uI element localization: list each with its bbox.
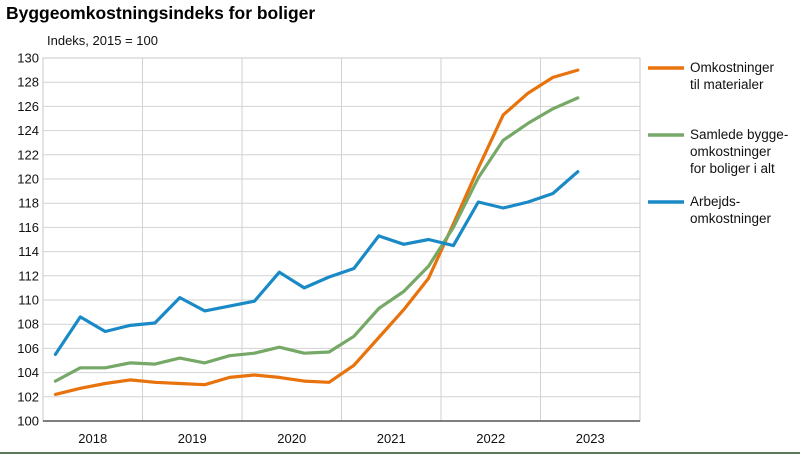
axis-layer: 100 102 104 106 108 110 112 114 116 118 120 122 124 1… [17, 51, 640, 446]
legend-label: Samlede bygge- [690, 127, 788, 142]
legend-label: til materialer [690, 77, 764, 92]
y-tick-label: 126 [17, 99, 39, 114]
x-tick-label: 2023 [576, 431, 605, 446]
y-tick-label: 122 [17, 147, 39, 162]
x-tick-label: 2019 [178, 431, 207, 446]
y-tick-label: 124 [17, 123, 39, 138]
y-tick-label: 112 [18, 268, 39, 283]
grid-layer [42, 57, 641, 422]
chart-title: Byggeomkostningsindeks for boliger [6, 3, 316, 23]
series-layer [53, 68, 580, 396]
legend-label: omkostninger [690, 211, 772, 226]
bottom-divider [0, 452, 800, 454]
series-line-1 [53, 68, 580, 396]
y-tick-label: 102 [17, 389, 39, 404]
x-tick-label: 2021 [377, 431, 406, 446]
y-tick-label: 104 [17, 365, 39, 380]
y-tick-label: 128 [17, 75, 39, 90]
y-tick-label: 114 [18, 244, 39, 259]
x-tick-label: 2018 [78, 431, 107, 446]
series-line-2 [53, 96, 580, 383]
y-tick-label: 108 [17, 317, 39, 332]
x-tick-label: 2022 [476, 431, 505, 446]
legend-label: omkostninger [690, 144, 772, 159]
legend-label: Omkostninger [690, 60, 775, 75]
y-tick-label: 110 [18, 293, 39, 308]
y-tick-label: 118 [18, 196, 39, 211]
legend: Omkostninger til materialer Samlede bygge-… [648, 60, 788, 226]
y-tick-label: 116 [18, 220, 39, 235]
y-axis-label: Indeks, 2015 = 100 [47, 33, 158, 48]
y-tick-label: 120 [17, 172, 39, 187]
legend-label: for boliger i alt [690, 161, 775, 176]
series-line-3 [53, 170, 580, 356]
y-tick-label: 130 [17, 51, 39, 66]
y-tick-label: 100 [17, 414, 39, 429]
legend-label: Arbejds- [690, 194, 740, 209]
y-tick-label: 106 [17, 341, 39, 356]
x-tick-label: 2020 [277, 431, 306, 446]
